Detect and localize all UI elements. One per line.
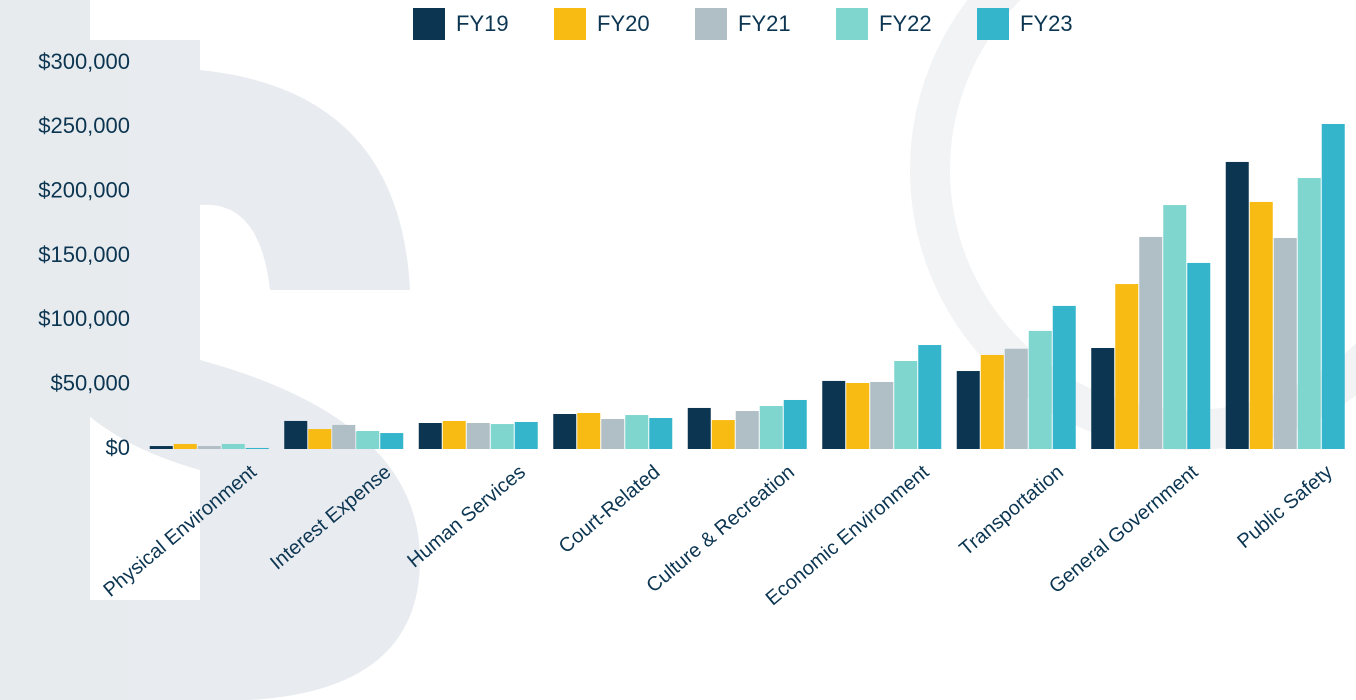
bar <box>1298 178 1321 449</box>
bar <box>957 371 980 449</box>
bar <box>601 419 624 449</box>
y-tick-label: $100,000 <box>38 306 130 331</box>
legend-swatch <box>836 8 868 40</box>
bar <box>981 355 1004 449</box>
legend-label: FY19 <box>456 11 509 36</box>
bar <box>1005 349 1028 449</box>
legend-label: FY23 <box>1020 11 1073 36</box>
y-tick-label: $0 <box>106 435 130 460</box>
bar <box>284 421 307 449</box>
x-tick-label: Culture & Recreation <box>642 461 798 597</box>
x-tick-label: Human Services <box>403 461 530 572</box>
bar <box>332 425 355 449</box>
bar <box>625 415 648 449</box>
bar <box>712 420 735 449</box>
x-tick-label: Court-Related <box>555 461 665 558</box>
bar <box>822 381 845 449</box>
chart: $0 $50,000 $100,000 $150,000 $200,000 $250,00… <box>0 0 1356 700</box>
bar <box>760 406 783 449</box>
y-tick-label: $50,000 <box>50 370 130 395</box>
bar <box>467 423 490 449</box>
bar <box>1029 331 1052 449</box>
bar <box>894 361 917 449</box>
bar <box>1115 284 1138 449</box>
bar <box>308 429 331 449</box>
legend-label: FY21 <box>738 11 791 36</box>
bar <box>1274 238 1297 449</box>
bar <box>246 448 269 449</box>
bar <box>1163 205 1186 449</box>
bar <box>1250 202 1273 449</box>
bar <box>649 418 672 449</box>
bar <box>870 382 893 449</box>
legend-swatch <box>977 8 1009 40</box>
bar <box>356 431 379 449</box>
page: {"chart_data": { "type": "bar", "categor… <box>0 0 1356 700</box>
bar <box>1187 263 1210 449</box>
bar <box>174 444 197 449</box>
y-tick-label: $300,000 <box>38 49 130 74</box>
legend-swatch <box>695 8 727 40</box>
bar <box>443 421 466 449</box>
y-tick-label: $200,000 <box>38 177 130 202</box>
y-tick-label: $250,000 <box>38 113 130 138</box>
x-tick-label: General Government <box>1045 461 1203 598</box>
bar <box>198 446 221 449</box>
bar <box>688 408 711 449</box>
bar <box>419 423 442 449</box>
legend-label: FY20 <box>597 11 650 36</box>
legend-swatch <box>554 8 586 40</box>
bar <box>1226 162 1249 449</box>
bar <box>222 444 245 449</box>
y-tick-label: $150,000 <box>38 242 130 267</box>
legend-swatch <box>413 8 445 40</box>
bar <box>553 414 576 449</box>
x-tick-label: Public Safety <box>1233 461 1337 553</box>
bar <box>1053 306 1076 449</box>
bar <box>491 424 514 449</box>
bar <box>577 413 600 449</box>
legend-label: FY22 <box>879 11 932 36</box>
bar <box>150 446 173 449</box>
bar <box>846 383 869 449</box>
bar <box>784 400 807 449</box>
bar <box>1139 237 1162 449</box>
bar <box>515 422 538 449</box>
bar <box>1091 348 1114 449</box>
bar <box>918 345 941 449</box>
bar <box>736 411 759 449</box>
x-tick-label: Transportation <box>955 461 1067 560</box>
bar <box>1322 124 1345 449</box>
bar <box>380 433 403 449</box>
